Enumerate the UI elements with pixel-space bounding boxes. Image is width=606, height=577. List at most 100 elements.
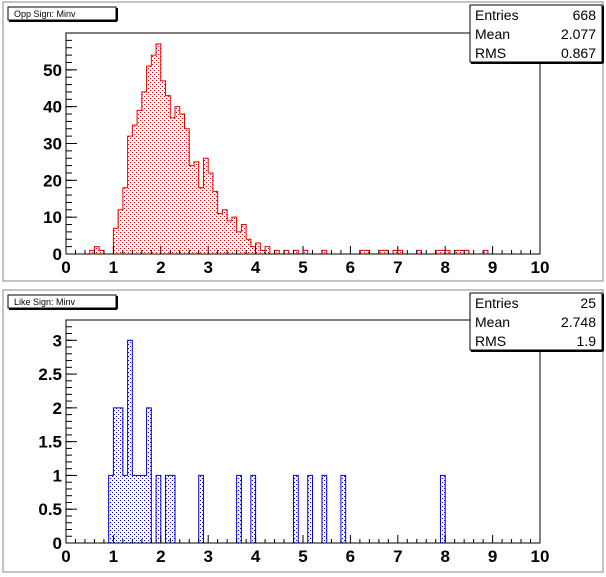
opp-sign-bin [141,91,147,254]
opp-sign-bin [175,106,180,255]
opp-sign-bin [303,250,308,254]
opp-sign-stat-value: 2.077 [561,26,596,42]
opp-sign-y-tick-label: 40 [43,98,62,117]
opp-sign-bin [89,250,95,254]
like-sign-x-tick-label: 5 [298,547,307,566]
opp-sign-bin [203,158,209,254]
like-sign-bin [440,475,446,543]
opp-sign-x-tick-label: 9 [488,258,497,277]
like-sign-stat-value: 25 [580,295,596,311]
like-sign-bin [118,407,123,543]
like-sign-stat-label: Mean [475,314,510,330]
like-sign-bin [198,475,204,543]
like-sign-stats-box: Entries 25 Mean 2.748 RMS 1.9 [469,292,604,352]
like-sign-x-tick-label: 8 [440,547,449,566]
like-sign-stat-value: 2.748 [561,314,596,330]
opp-sign-stats-box: Entries 668 Mean 2.077 RMS 0.867 [469,4,604,64]
like-sign-bin [137,475,142,543]
like-sign-stat-label: Entries [475,295,519,311]
like-sign-bin [170,475,176,543]
opp-sign-bin [222,209,228,254]
like-sign-y-tick-label: 1.5 [38,433,62,452]
like-sign-bin [127,340,133,543]
like-sign-bin [108,475,114,543]
like-sign-bin [340,475,346,543]
opp-sign-bin [212,191,218,254]
opp-sign-bin [198,187,204,254]
opp-sign-stat-value: 0.867 [561,45,596,61]
opp-sign-x-tick-label: 0 [61,258,70,277]
opp-sign-x-tick-label: 10 [531,258,550,277]
opp-sign-x-tick-label: 7 [393,258,402,277]
like-sign-x-tick-label: 7 [393,547,402,566]
opp-sign-bin [250,246,256,254]
opp-sign-bin [393,250,398,254]
opp-sign-bin [246,239,251,254]
like-sign-stat-label: RMS [475,333,506,349]
opp-sign-bin [208,172,213,254]
like-sign-x-tick-label: 4 [251,547,261,566]
opp-sign-title: Opp Sign: Minv [14,9,76,19]
opp-sign-bin [227,220,232,254]
opp-sign-y-tick-label: 20 [43,171,62,190]
opp-sign-stat-value: 668 [573,7,597,23]
like-sign-bin [250,475,256,543]
opp-sign-pad: 0 1 2 3 4 5 6 7 8 9 10 0 10 20 30 40 50 Opp Sign: Minv E… [2,1,604,282]
opp-sign-x-tick-label: 2 [156,258,165,277]
opp-sign-bin [184,128,190,254]
like-sign-bin [321,475,327,543]
opp-sign-bin [170,117,176,254]
opp-sign-bin [383,250,389,254]
opp-sign-x-tick-label: 4 [251,258,261,277]
like-sign-bin [113,407,119,543]
opp-sign-bin [236,231,242,254]
opp-sign-bin [397,250,403,254]
opp-sign-bin [483,250,488,254]
opp-sign-y-tick-label: 30 [43,135,62,154]
opp-sign-bin [364,250,370,254]
like-sign-x-tick-label: 1 [109,547,118,566]
opp-sign-bin [231,217,237,254]
opp-sign-bin [293,250,299,254]
like-sign-y-tick-label: 0.5 [38,500,62,519]
opp-sign-bin [435,250,441,254]
like-sign-bin [236,475,242,543]
opp-sign-stat-label: Entries [475,7,519,23]
opp-sign-x-tick-label: 5 [298,258,307,277]
opp-sign-bin [217,213,223,254]
opp-sign-axes: 0 1 2 3 4 5 6 7 8 9 10 0 10 20 30 40 50 [43,32,550,277]
opp-sign-bin [260,250,266,254]
opp-sign-stat-label: RMS [475,45,506,61]
like-sign-x-tick-label: 2 [156,547,165,566]
like-sign-stat-value: 1.9 [577,333,597,349]
like-sign-bin [307,475,313,543]
opp-sign-histogram [66,43,540,255]
opp-sign-bin [151,55,157,254]
like-sign-x-tick-label: 10 [531,547,550,566]
like-sign-bin [146,407,152,543]
opp-sign-bin [118,209,123,254]
opp-sign-bin [99,250,104,254]
opp-sign-bin [459,250,465,254]
like-sign-bin [165,475,171,543]
opp-sign-bin [146,66,152,255]
like-sign-title: Like Sign: Minv [14,297,76,307]
like-sign-bin [293,475,299,543]
opp-sign-x-tick-label: 8 [440,258,449,277]
opp-sign-bin [113,228,119,254]
like-sign-y-tick-label: 3 [53,331,62,350]
opp-sign-bin [189,165,194,254]
like-sign-bin [132,475,138,543]
opp-sign-bin [165,95,171,254]
opp-sign-y-tick-label: 10 [43,208,62,227]
opp-sign-x-tick-label: 6 [346,258,355,277]
opp-sign-stat-label: Mean [475,26,510,42]
opp-sign-bin [464,250,469,254]
opp-sign-bin [160,80,166,254]
opp-sign-bin [156,44,161,254]
like-sign-title-box: Like Sign: Minv [7,294,118,310]
opp-sign-y-tick-label: 0 [53,245,62,264]
like-sign-pad: 0 1 2 3 4 5 6 7 8 9 10 0 0.5 1 1.5 2 2.5 3 Like Sign: Min… [2,289,604,573]
opp-sign-bin [274,250,280,254]
